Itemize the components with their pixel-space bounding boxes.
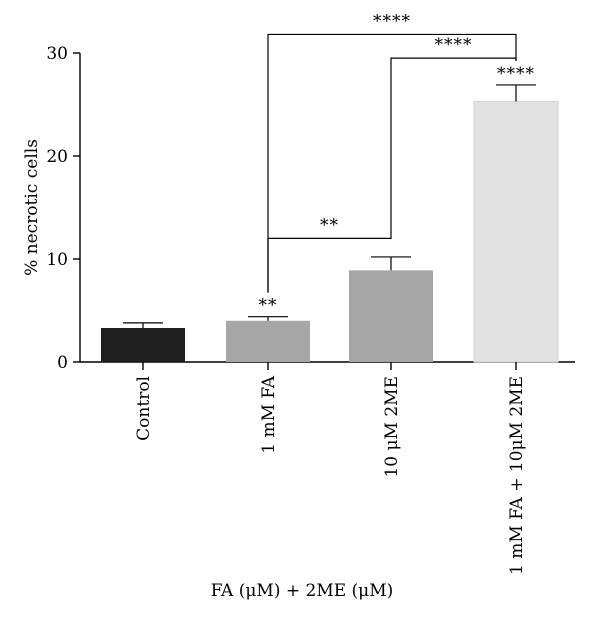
y-tick-label: 10	[46, 250, 68, 270]
significance-label: **	[259, 296, 278, 316]
significance-label: ****	[497, 64, 535, 84]
y-axis-title: % necrotic cells	[22, 139, 42, 276]
bar	[349, 270, 433, 362]
y-tick-label: 20	[46, 147, 68, 167]
x-tick-label: 1 mM FA	[259, 375, 279, 453]
x-axis-title: FA (μM) + 2ME (μM)	[211, 581, 394, 601]
x-tick-label: 1 mM FA + 10μM 2ME	[507, 376, 527, 575]
comparison-label: ****	[373, 11, 411, 31]
bar	[226, 320, 310, 362]
bar	[101, 328, 185, 362]
x-tick-label: Control	[134, 376, 154, 441]
y-tick-label: 0	[57, 353, 68, 373]
x-tick-label: 10 μM 2ME	[382, 376, 402, 478]
bar	[473, 100, 559, 363]
comparison-bracket	[267, 33, 517, 293]
comparison-label: **	[320, 215, 339, 235]
comparison-label: ****	[435, 35, 473, 55]
y-tick-label: 30	[46, 44, 68, 64]
